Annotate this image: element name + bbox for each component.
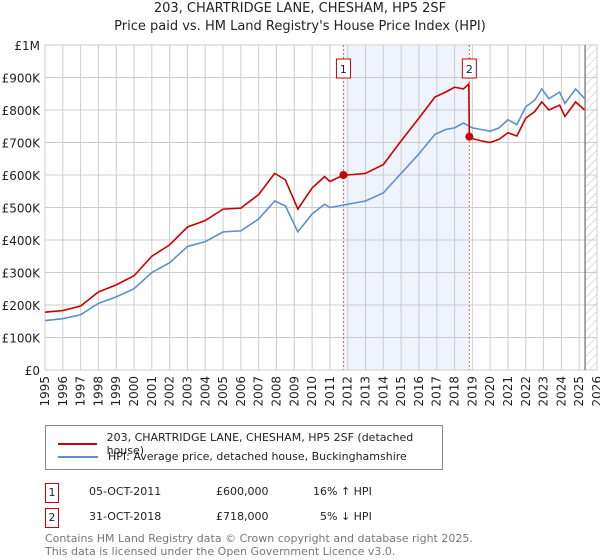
sale-label: 1 — [340, 63, 347, 76]
sale-label-box — [461, 58, 477, 79]
x-tick-label: 1996 — [56, 376, 70, 407]
y-tick-label: £800K — [2, 104, 42, 118]
red-line-swatch — [58, 443, 97, 445]
y-tick-label: £0 — [25, 364, 40, 378]
transaction-row: 2 31-OCT-2018 £718,000 5% ↓ HPI — [45, 508, 545, 528]
x-tick-label: 2025 — [572, 376, 586, 407]
sale-price: £600,000 — [216, 485, 269, 498]
blue-line-swatch — [58, 455, 98, 458]
x-tick-label: 2016 — [412, 376, 426, 407]
x-tick-label: 2019 — [465, 376, 479, 407]
x-tick-label: 2010 — [305, 376, 319, 407]
footer-copyright: Contains HM Land Registry data © Crown c… — [45, 532, 473, 545]
transaction-row: 1 05-OCT-2011 £600,000 16% ↑ HPI — [45, 483, 545, 503]
x-tick-label: 2013 — [359, 376, 373, 407]
x-tick-label: 2012 — [341, 376, 355, 407]
x-tick-label: 2011 — [323, 376, 337, 407]
x-tick-label: 2023 — [537, 376, 551, 407]
y-tick-label: £400K — [2, 234, 42, 248]
x-tick-label: 2008 — [269, 376, 283, 407]
x-tick-label: 2018 — [448, 376, 462, 407]
x-tick-label: 2021 — [501, 376, 515, 407]
x-tick-label: 2002 — [163, 376, 177, 407]
x-tick-label: 1999 — [109, 376, 123, 407]
x-tick-label: 2006 — [234, 376, 248, 407]
x-tick-label: 2005 — [216, 376, 230, 407]
sale-badge: 2 — [45, 508, 59, 528]
x-tick-label: 1997 — [74, 376, 88, 407]
sale-point — [465, 132, 474, 141]
x-tick-label: 2009 — [287, 376, 301, 407]
y-tick-label: £200K — [2, 299, 42, 313]
y-tick-label: £900K — [2, 72, 42, 86]
x-tick-label: 2003 — [180, 376, 194, 407]
sale-label-box — [335, 58, 351, 79]
series-line — [44, 87, 586, 322]
chart-subtitle: Price paid vs. HM Land Registry's House … — [114, 19, 486, 34]
legend-property: 203, CHARTRIDGE LANE, CHESHAM, HP5 2SF (… — [106, 431, 414, 457]
sale-date: 05-OCT-2011 — [89, 485, 162, 498]
x-tick-label: 1998 — [91, 376, 105, 407]
sale-point — [339, 171, 348, 179]
sale-hpi-diff: 5% ↓ HPI — [320, 510, 372, 523]
y-tick-label: £300K — [2, 267, 42, 281]
x-tick-label: 1995 — [38, 376, 52, 407]
y-tick-label: £700K — [2, 137, 42, 151]
x-tick-label: 2017 — [430, 376, 444, 407]
x-tick-label: 2024 — [554, 376, 568, 407]
chart-title: 203, CHARTRIDGE LANE, CHESHAM, HP5 2SF — [153, 1, 447, 16]
y-tick-label: £500K — [2, 202, 42, 216]
price-chart: 1995 1996 1997 1998 1999 2000 2001 2002 2003 2004… — [2, 39, 600, 407]
sale-date: 31-OCT-2018 — [89, 510, 162, 523]
sale-price: £718,000 — [216, 510, 269, 523]
x-tick-label: 2014 — [376, 376, 390, 407]
legend-hpi: HPI: Average price, detached house, Buck… — [108, 450, 407, 463]
sale-badge: 1 — [45, 483, 59, 503]
x-tick-label: 2022 — [519, 376, 533, 407]
legend: 203, CHARTRIDGE LANE, CHESHAM, HP5 2SF (… — [45, 425, 443, 470]
x-tick-label: 2001 — [145, 376, 159, 407]
x-tick-label: 2000 — [127, 376, 141, 407]
x-tick-label: 2020 — [483, 376, 497, 407]
x-tick-label: 2015 — [394, 376, 408, 407]
series-line — [44, 82, 586, 313]
x-tick-label: 2004 — [198, 376, 212, 407]
footer-licence: This data is licensed under the Open Gov… — [45, 545, 396, 558]
sale-label: 2 — [466, 63, 473, 76]
y-tick-label: £1M — [14, 39, 40, 53]
y-tick-label: £100K — [2, 332, 42, 346]
y-tick-label: £600K — [2, 169, 42, 183]
x-tick-label: 2007 — [252, 376, 266, 407]
x-tick-label: 2026 — [590, 376, 600, 407]
sale-hpi-diff: 16% ↑ HPI — [313, 485, 372, 498]
